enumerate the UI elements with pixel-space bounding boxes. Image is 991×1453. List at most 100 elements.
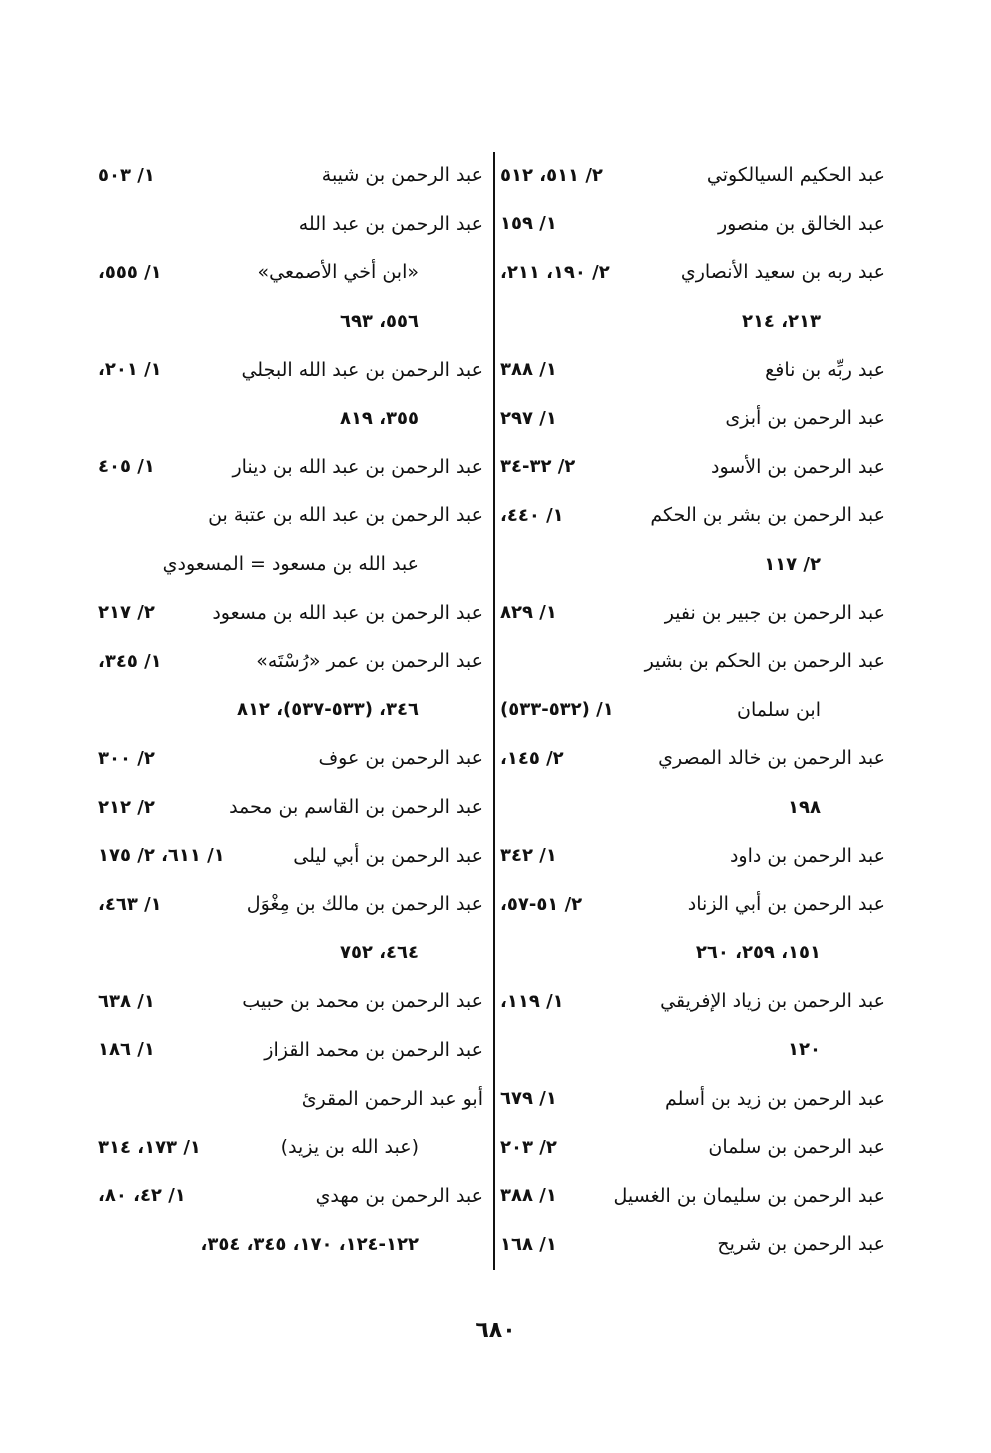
continuation-text: ١٥١، ٢٥٩، ٢٦٠ (695, 942, 821, 964)
index-entry: عبد الرحمن بن خالد المصري ٢/ ١٤٥، (500, 734, 885, 783)
entry-page-reference: ١/ ٥٥٥، (98, 261, 162, 283)
entry-page-reference: ١/ ٢٠١، (98, 359, 162, 381)
entry-page-reference: ١/ ١٥٩ (500, 213, 557, 235)
index-continuation-line: ٥٥٦، ٦٩٣ (98, 297, 483, 346)
index-entry: عبد الرحمن بن عوف ٢/ ٣٠٠ (98, 734, 483, 783)
entry-page-reference: ٢/ ١٩٠، ٢١١، (500, 261, 610, 283)
index-entry: عبد الرحمن بن بشر بن الحكم ١/ ٤٤٠، (500, 491, 885, 540)
entry-page-reference: ١/ ٣٤٥، (98, 650, 162, 672)
entry-name: عبد ربه بن سعيد الأنصاري (680, 261, 885, 284)
index-column-right: عبد الحكيم السيالكوتي ٢/ ٥١١، ٥١٢ عبد الخا… (500, 151, 885, 1269)
index-entry: عبد الرحمن بن مالك بن مِغْوَل ١/ ٤٦٣، (98, 880, 483, 929)
continuation-text: ٢١٣، ٢١٤ (741, 310, 821, 332)
index-entry: عبد الرحمن بن القاسم بن محمد ٢/ ٢١٢ (98, 783, 483, 832)
index-entry: عبد الرحمن بن عبد الله بن عتبة بن (98, 491, 483, 540)
index-entry: عبد ربه بن سعيد الأنصاري ٢/ ١٩٠، ٢١١، (500, 248, 885, 297)
entry-name: عبد الرحمن بن عبد الله بن مسعود (212, 601, 483, 624)
entry-name: عبد الرحمن بن جبير بن نفير (664, 601, 885, 624)
entry-page-reference: ١/ ٤٤٠، (500, 504, 564, 526)
continuation-text: ١٢٠ (788, 1039, 821, 1061)
entry-name: عبد الرحمن بن بشر بن الحكم (650, 504, 885, 527)
entry-name: عبد الرحمن بن داود (729, 844, 885, 867)
index-entry: عبد الرحمن بن محمد القزاز ١/ ١٨٦ (98, 1026, 483, 1075)
entry-page-reference: ١/ (٥٣٢-٥٣٣) (500, 699, 614, 721)
entry-name: عبد الرحمن بن سلمان (708, 1136, 885, 1159)
entry-name: عبد الرحمن بن شيبة (321, 164, 483, 187)
continuation-text: ٣٥٥، ٨١٩ (339, 407, 419, 429)
entry-page-reference: ١/ ١١٩، (500, 990, 564, 1012)
entry-name: عبد الرحمن بن محمد بن حبيب (242, 990, 483, 1013)
index-entry: عبد الرحمن بن جبير بن نفير ١/ ٨٢٩ (500, 588, 885, 637)
index-entry: عبد الرحمن بن الأسود ٢/ ٣٢-٣٤ (500, 443, 885, 492)
entry-name: عبد الرحمن بن عبد الله بن عتبة بن (208, 504, 483, 527)
index-continuation-line: ٣٥٥، ٨١٩ (98, 394, 483, 443)
entry-name: عبد الخالق بن منصور (717, 212, 885, 235)
entry-name: عبد الرحمن بن عبد الله بن دينار (232, 455, 483, 478)
entry-page-reference: ١/ ١٧٣، ٣١٤ (98, 1136, 201, 1158)
entry-name: عبد الرحمن بن عبد الله (298, 212, 483, 235)
index-entry: عبد الرحمن بن أبزى ١/ ٢٩٧ (500, 394, 885, 443)
entry-page-reference: ١/ ٤٦٣، (98, 893, 162, 915)
index-entry: عبد الرحمن بن عبد الله (98, 200, 483, 249)
entry-name: عبد الرحمن بن خالد المصري (658, 747, 885, 770)
index-entry: عبد الرحمن بن الحكم بن بشير (500, 637, 885, 686)
index-entry: عبد الرحمن بن عمر «رُسْتَه» ١/ ٣٤٥، (98, 637, 483, 686)
index-continuation-line: ٢١٣، ٢١٤ (500, 297, 885, 346)
entry-name: عبد الرحمن بن مالك بن مِغْوَل (246, 893, 483, 916)
index-continuation-line: ٤٦٤، ٧٥٢ (98, 929, 483, 978)
entry-page-reference: ١/ ٢٩٧ (500, 407, 557, 429)
index-entry: عبد الرحمن بن شريح ١/ ١٦٨ (500, 1220, 885, 1269)
index-entry: عبد الرحمن بن أبي الزناد ٢/ ٥١-٥٧، (500, 880, 885, 929)
entry-page-reference: ١/ ١٨٦ (98, 1039, 155, 1061)
index-entry: عبد الرحمن بن داود ١/ ٣٤٢ (500, 831, 885, 880)
entry-name: عبد الحكيم السيالكوتي (706, 164, 885, 187)
index-entry: عبد الخالق بن منصور ١/ ١٥٩ (500, 200, 885, 249)
index-column-left: عبد الرحمن بن شيبة ١/ ٥٠٣ عبد الرحمن بن عب… (98, 151, 483, 1269)
index-continuation-line: ١٥١، ٢٥٩، ٢٦٠ (500, 929, 885, 978)
entry-page-reference: ١/ ٦١١، ٢/ ١٧٥ (98, 845, 225, 867)
entry-page-reference: ١/ ١٦٨ (500, 1233, 557, 1255)
entry-name: عبد الرحمن بن زياد الإفريقي (660, 990, 885, 1013)
entry-name: «ابن أخي الأصمعي» (257, 261, 419, 284)
entry-name: عبد الرحمن بن أبزى (725, 407, 885, 430)
entry-page-reference: ١/ ٨٢٩ (500, 602, 557, 624)
entry-name: عبد ربِّه بن نافع (765, 358, 885, 381)
entry-name: عبد الرحمن بن زيد بن أسلم (664, 1087, 885, 1110)
index-entry: ابن سلمان ١/ (٥٣٢-٥٣٣) (500, 686, 885, 735)
index-entry: عبد الرحمن بن شيبة ١/ ٥٠٣ (98, 151, 483, 200)
index-entry: عبد الرحمن بن زيد بن أسلم ١/ ٦٧٩ (500, 1074, 885, 1123)
index-continuation-line: ٢/ ١١٧ (500, 540, 885, 589)
index-entry: عبد الرحمن بن عبد الله بن مسعود ٢/ ٢١٧ (98, 588, 483, 637)
index-continuation-line: ١٢٢-١٢٤، ١٧٠، ٣٤٥، ٣٥٤، (98, 1220, 483, 1269)
index-entry: عبد الحكيم السيالكوتي ٢/ ٥١١، ٥١٢ (500, 151, 885, 200)
entry-page-reference: ١/ ٤٠٥ (98, 456, 155, 478)
column-divider (493, 152, 495, 1270)
continuation-text: ٣٤٦، (٥٣٣-٥٣٧)، ٨١٢ (236, 699, 419, 721)
page-number: ٦٨٠ (475, 1318, 516, 1343)
index-entry: عبد الرحمن بن عبد الله البجلي ١/ ٢٠١، (98, 345, 483, 394)
entry-name: عبد الرحمن بن مهدي (315, 1184, 483, 1207)
index-entry: عبد الرحمن بن عبد الله بن دينار ١/ ٤٠٥ (98, 443, 483, 492)
entry-page-reference: ١/ ٣٨٨ (500, 1185, 557, 1207)
index-entry: «ابن أخي الأصمعي» ١/ ٥٥٥، (98, 248, 483, 297)
entry-name: أبو عبد الرحمن المقرئ (301, 1087, 483, 1110)
entry-name: ابن سلمان (736, 698, 821, 721)
index-entry: عبد الرحمن بن محمد بن حبيب ١/ ٦٣٨ (98, 977, 483, 1026)
entry-page-reference: ١/ ٦٧٩ (500, 1088, 557, 1110)
entry-name: عبد الرحمن بن أبي ليلى (293, 844, 483, 867)
index-entry: عبد الرحمن بن أبي ليلى ١/ ٦١١، ٢/ ١٧٥ (98, 831, 483, 880)
index-entry: عبد الرحمن بن مهدي ١/ ٤٢، ٨٠، (98, 1171, 483, 1220)
entry-name: عبد الرحمن بن القاسم بن محمد (229, 796, 483, 819)
entry-page-reference: ٢/ ٥١-٥٧، (500, 893, 583, 915)
index-entry: (عبد الله بن يزيد) ١/ ١٧٣، ٣١٤ (98, 1123, 483, 1172)
entry-name: عبد الرحمن بن عمر «رُسْتَه» (256, 650, 483, 673)
entry-page-reference: ٢/ ٢١٢ (98, 796, 155, 818)
index-continuation-line: ٣٤٦، (٥٣٣-٥٣٧)، ٨١٢ (98, 686, 483, 735)
index-entry: عبد الرحمن بن سلمان ٢/ ٢٠٣ (500, 1123, 885, 1172)
entry-name: عبد الرحمن بن أبي الزناد (687, 893, 885, 916)
entry-page-reference: ١/ ٣٤٢ (500, 845, 557, 867)
index-continuation-line: ١٢٠ (500, 1026, 885, 1075)
entry-page-reference: ١/ ٦٣٨ (98, 990, 155, 1012)
continuation-text: ١٩٨ (788, 796, 821, 818)
entry-page-reference: ١/ ٣٨٨ (500, 359, 557, 381)
